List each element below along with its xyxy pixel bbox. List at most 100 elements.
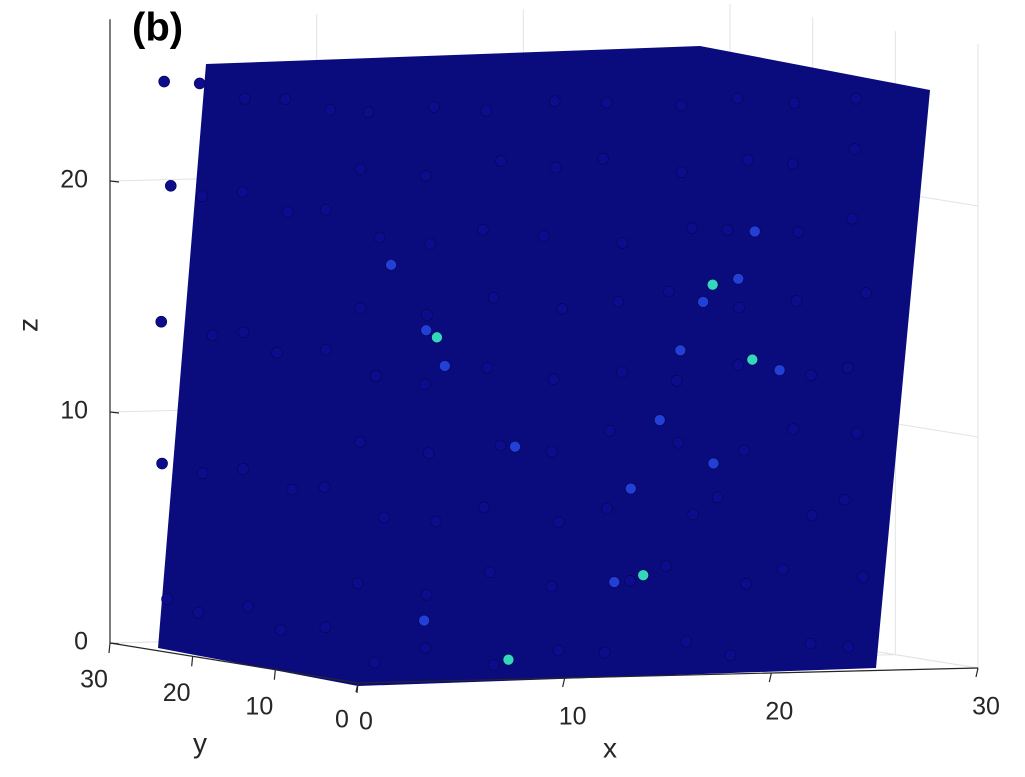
data-point <box>477 223 489 236</box>
data-point <box>351 577 364 590</box>
data-point <box>502 653 515 666</box>
data-point <box>806 509 818 522</box>
data-point <box>674 344 687 357</box>
data-point <box>675 99 688 112</box>
data-point <box>851 427 863 439</box>
panel-label: (b) <box>132 6 183 50</box>
data-point <box>663 285 675 298</box>
data-point <box>279 93 292 105</box>
data-point <box>731 92 744 105</box>
data-point <box>849 143 861 155</box>
data-point <box>368 656 381 669</box>
data-point <box>773 364 786 377</box>
data-point <box>419 642 432 654</box>
data-point <box>274 624 287 636</box>
data-point <box>846 212 859 225</box>
data-point <box>281 206 294 218</box>
x-tick <box>562 677 566 688</box>
data-point <box>697 296 709 308</box>
data-point <box>732 272 745 285</box>
data-point <box>601 96 613 109</box>
data-point <box>804 637 817 650</box>
data-point <box>373 231 386 244</box>
z-axis-label: z <box>12 318 43 332</box>
data-point <box>421 309 433 321</box>
data-point <box>706 278 719 291</box>
data-point <box>155 315 168 328</box>
z-tick <box>109 411 120 414</box>
data-point <box>675 166 688 179</box>
data-point <box>487 291 500 304</box>
data-point <box>687 508 700 521</box>
data-point <box>484 566 496 579</box>
x-tick-label: 10 <box>559 703 587 731</box>
data-point <box>597 152 609 165</box>
data-point <box>741 154 754 166</box>
data-point <box>546 445 558 458</box>
data-point <box>603 425 616 437</box>
x-axis-label: x <box>603 732 617 763</box>
data-point <box>792 226 805 238</box>
data-point <box>236 186 249 198</box>
data-point <box>547 373 560 386</box>
data-point <box>319 203 332 216</box>
data-point <box>711 491 724 504</box>
data-point <box>787 157 799 170</box>
data-point <box>624 482 637 495</box>
data-point <box>164 180 177 192</box>
y-tick <box>108 642 111 654</box>
data-point <box>429 515 442 528</box>
x-tick-label: 30 <box>972 693 1000 721</box>
data-point <box>196 467 209 479</box>
z-tick <box>109 642 120 645</box>
data-point <box>842 641 855 653</box>
y-axis-line <box>109 642 359 684</box>
data-point <box>860 287 872 299</box>
data-point <box>850 93 862 105</box>
data-point <box>161 593 173 605</box>
data-point <box>206 329 219 342</box>
data-point <box>428 101 440 113</box>
data-point <box>553 516 565 529</box>
data-point <box>598 646 611 659</box>
data-point <box>271 346 283 359</box>
data-point <box>431 331 443 344</box>
x-tick-label: 0 <box>359 708 373 736</box>
data-point <box>787 423 800 435</box>
data-point <box>788 97 801 109</box>
data-point <box>548 95 561 108</box>
data-point <box>324 104 337 116</box>
point-cloud-backdrop <box>158 46 930 686</box>
data-point <box>653 414 666 426</box>
data-point <box>158 75 170 88</box>
points <box>155 75 872 671</box>
data-point <box>495 155 507 167</box>
data-point <box>660 560 672 573</box>
data-point <box>419 378 431 391</box>
axes: 0 10 20 30 0 10 20 30 0 10 20 <box>60 19 1000 736</box>
data-point <box>424 238 437 250</box>
data-point <box>686 222 698 234</box>
data-point <box>237 463 249 475</box>
data-point <box>601 502 613 515</box>
data-point <box>354 163 367 175</box>
y-tick-label: 0 <box>335 706 349 734</box>
data-point <box>672 436 685 449</box>
data-point <box>790 295 803 307</box>
data-point <box>680 635 692 648</box>
data-point <box>480 105 492 117</box>
z-tick-label: 10 <box>60 397 88 425</box>
x-axis-line <box>357 667 979 684</box>
data-point <box>378 511 390 524</box>
data-point <box>616 366 628 378</box>
data-point <box>319 343 332 356</box>
data-point <box>612 295 625 308</box>
data-point <box>238 92 251 105</box>
data-point <box>319 621 332 634</box>
data-point <box>545 580 558 593</box>
data-point <box>552 644 565 657</box>
data-point <box>494 439 507 452</box>
data-point <box>193 77 206 90</box>
data-point <box>838 493 851 506</box>
data-point <box>549 161 562 174</box>
